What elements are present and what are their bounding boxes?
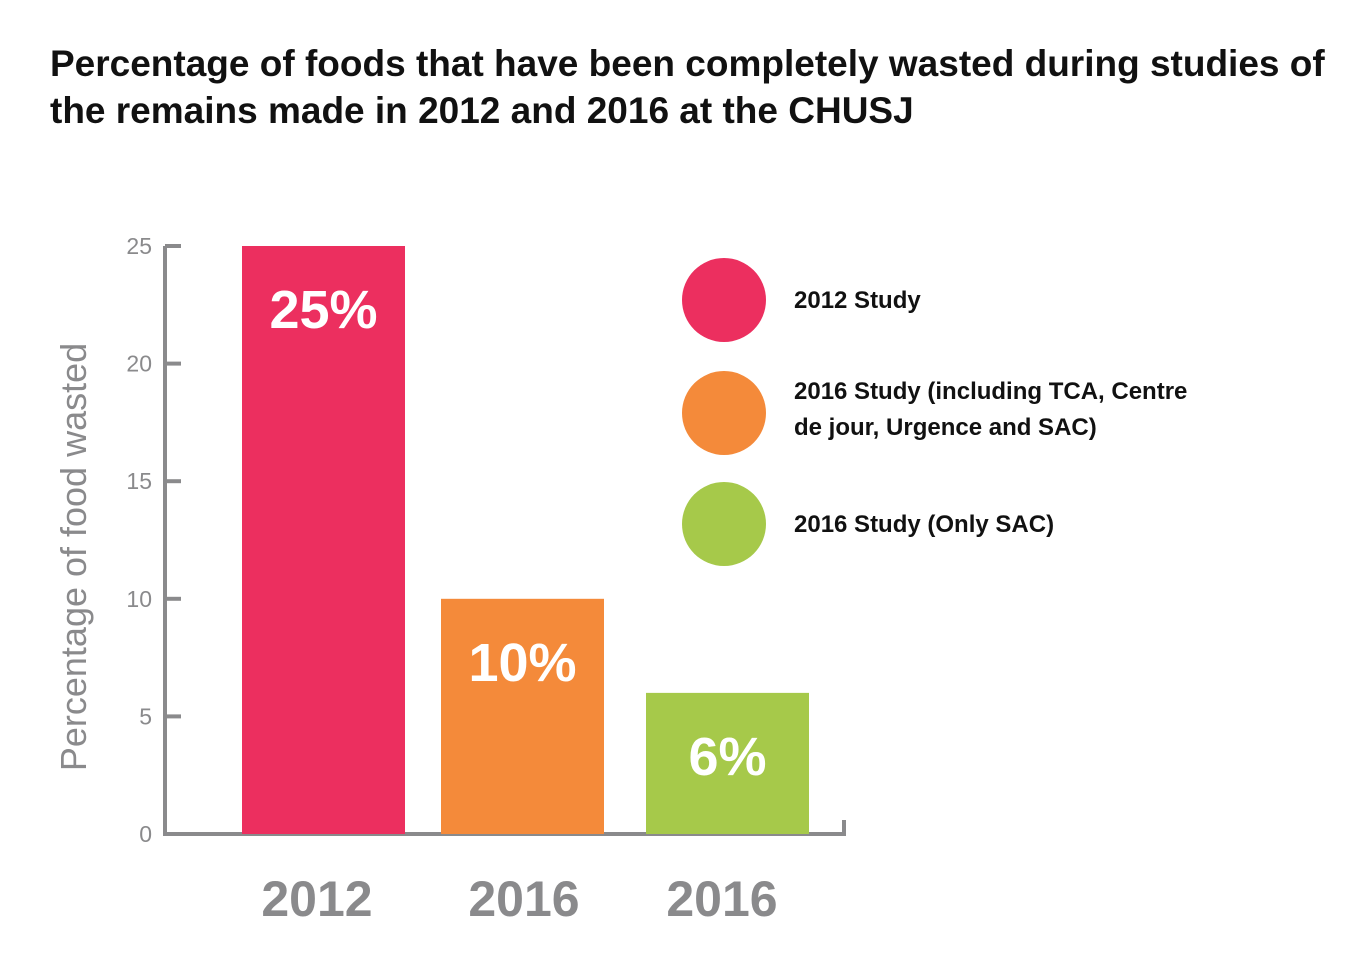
x-tick-label: 2016	[666, 871, 777, 927]
chart-title: Percentage of foods that have been compl…	[50, 43, 1325, 131]
y-axis-label: Percentage of food wasted	[53, 343, 94, 771]
y-tick-label: 10	[126, 586, 152, 612]
legend-label: 2012 Study	[794, 287, 921, 314]
legend-swatch	[682, 258, 766, 342]
bar-data-label: 25%	[269, 280, 377, 340]
y-tick-label: 0	[139, 821, 152, 847]
bar	[441, 598, 604, 834]
y-tick-label: 25	[126, 233, 152, 259]
legend: 2012 Study 2016 Study (including TCA, Cen…	[682, 258, 1187, 566]
x-tick-label: 2016	[468, 871, 579, 927]
legend-label: de jour, Urgence and SAC)	[794, 414, 1097, 441]
x-tick-label: 2012	[261, 871, 372, 927]
legend-item: 2016 Study (including TCA, Centre de jour…	[682, 371, 1187, 455]
y-tick-label: 5	[139, 703, 152, 729]
legend-swatch	[682, 482, 766, 566]
legend-item: 2016 Study (Only SAC)	[682, 482, 1054, 566]
legend-label: 2016 Study (Only SAC)	[794, 511, 1054, 538]
legend-swatch	[682, 371, 766, 455]
bar-data-label: 10%	[468, 633, 576, 693]
bar-data-label: 6%	[688, 727, 766, 787]
legend-item: 2012 Study	[682, 258, 921, 342]
y-tick-label: 20	[126, 351, 152, 377]
bar	[646, 692, 809, 834]
data-labels: 25% 10% 6%	[269, 280, 766, 787]
bar	[242, 246, 405, 834]
y-tick-label: 15	[126, 468, 152, 494]
axes: 0 5 10 15 20 25 Percentage of food wasted 2012 2…	[53, 233, 846, 927]
bars	[242, 246, 809, 834]
legend-label: 2016 Study (including TCA, Centre	[794, 378, 1187, 405]
